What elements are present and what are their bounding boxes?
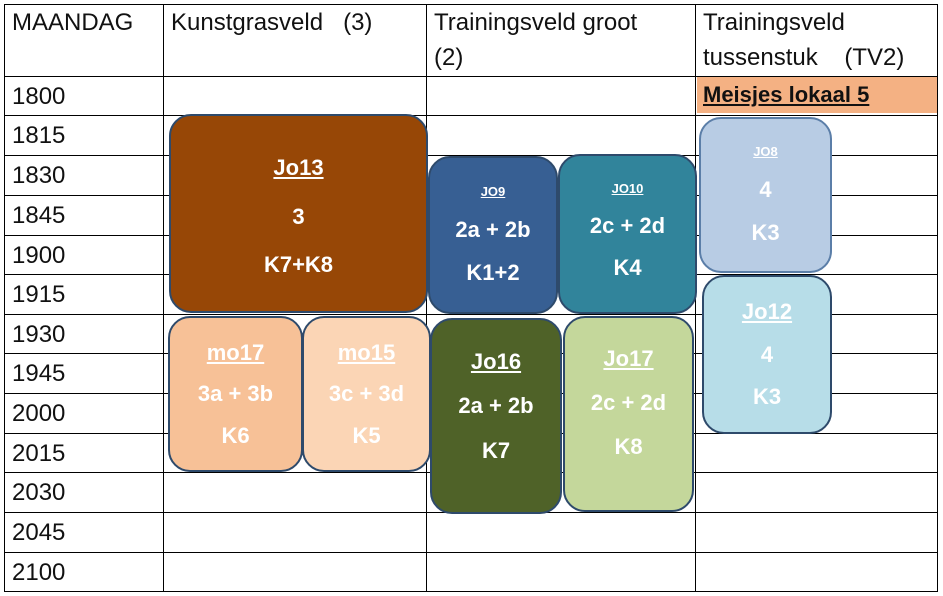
grid-line [4,76,938,77]
time-label: 1830 [12,162,66,189]
grid-line [4,314,938,315]
team-name: JO10 [611,180,644,196]
room-numbers: K5 [352,422,381,448]
block-jo13[interactable]: Jo13 3 K7+K8 [169,114,428,313]
grid-line [163,4,164,592]
time-label: 1945 [12,360,66,387]
field-label: 2c + 2d [590,390,667,415]
team-name: Jo17 [603,346,654,371]
grid-line [4,155,938,156]
room-numbers: K3 [752,383,782,409]
room-numbers: K4 [613,255,642,281]
room-label: Meisjes lokaal 5 [703,82,870,107]
block-mo17[interactable]: mo17 3a + 3b K6 [168,316,303,472]
room-numbers: K8 [614,434,643,459]
grid-line [937,4,938,592]
team-name: mo15 [337,339,396,365]
field-label: 3c + 3d [328,381,405,406]
time-label: 1815 [12,122,66,149]
field-label: 4 [759,176,772,202]
time-label: 1900 [12,242,66,269]
block-jo17[interactable]: Jo17 2c + 2d K8 [563,316,694,512]
team-name: JO8 [753,144,778,160]
field-label: 2c + 2d [589,212,666,238]
time-label: 1915 [12,281,66,308]
column-header-trainingsveld-groot-line1: Trainingsveld groot [434,9,638,36]
grid-line [4,115,938,116]
block-jo12[interactable]: Jo12 4 K3 [702,275,832,434]
field-label: 2a + 2b [455,216,531,242]
team-name: JO9 [480,183,506,199]
column-header-kunstgrasveld: Kunstgrasveld (3) [171,9,373,36]
block-jo10[interactable]: JO10 2c + 2d K4 [558,154,697,314]
field-label: 3 [292,203,305,229]
time-label: 2000 [12,400,66,427]
block-mo15[interactable]: mo15 3c + 3d K5 [302,316,431,472]
block-jo8[interactable]: JO8 4 K3 [699,117,832,273]
grid-line [4,552,938,553]
team-name: Jo16 [470,348,522,374]
column-header-tussenstuk-line1: Trainingsveld [703,9,845,36]
time-label: 1800 [12,83,66,110]
field-label: 2a + 2b [458,393,534,418]
day-header: MAANDAG [12,9,134,36]
field-label: 3a + 3b [197,381,274,406]
team-name: mo17 [206,339,265,365]
room-numbers: K3 [751,219,780,245]
room-label-cell: Meisjes lokaal 5 [697,77,937,113]
time-label: 1930 [12,321,66,348]
grid-line [4,4,5,592]
time-label: 2100 [12,559,66,586]
grid-line [4,591,938,592]
block-jo16[interactable]: Jo16 2a + 2b K7 [430,318,562,514]
block-jo9[interactable]: JO9 2a + 2b K1+2 [428,156,558,314]
column-header-trainingsveld-groot-line2: (2) [434,44,464,71]
time-label: 2030 [12,479,66,506]
room-numbers: K7+K8 [263,252,334,278]
room-numbers: K7 [481,437,511,463]
grid-line [4,4,938,5]
team-name: Jo13 [273,154,324,180]
time-label: 2015 [12,440,66,467]
time-label: 2045 [12,519,66,546]
team-name: Jo12 [741,299,793,325]
column-header-tussenstuk-line2: tussenstuk (TV2) [703,44,905,71]
room-numbers: K1+2 [466,260,520,286]
field-label: 4 [760,341,774,367]
time-label: 1845 [12,202,66,229]
room-numbers: K6 [221,422,250,448]
